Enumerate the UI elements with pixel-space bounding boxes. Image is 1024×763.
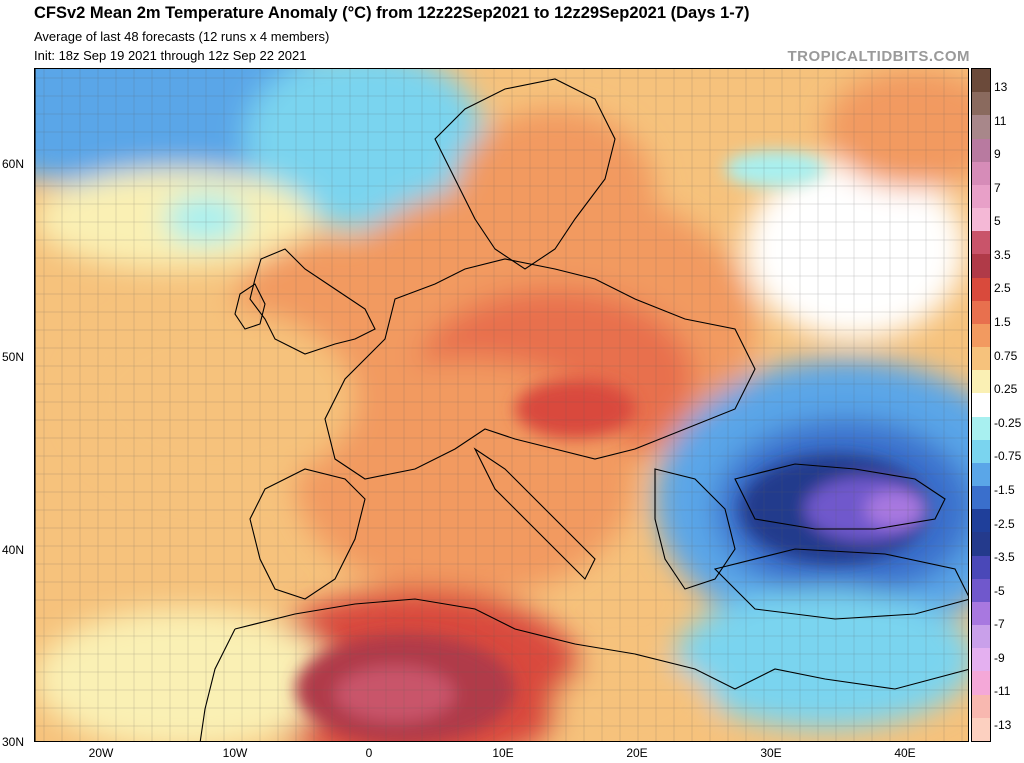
brand-watermark: TROPICALTIDBITS.COM (787, 48, 970, 65)
colorbar-label: -2.5 (994, 516, 1015, 531)
colorbar-segment (972, 486, 990, 510)
great-britain-outline (249, 248, 376, 355)
colorbar-label: -7 (994, 617, 1005, 632)
colorbar-segment (972, 277, 990, 302)
colorbar-segment (972, 370, 990, 394)
colorbar-segment (972, 648, 990, 672)
chart-title: CFSv2 Mean 2m Temperature Anomaly (°C) f… (34, 4, 750, 22)
north-africa-coast (234, 598, 968, 690)
colorbar-segment (972, 625, 990, 649)
colorbar-segment (972, 555, 990, 580)
colorbar-label: 2.5 (994, 281, 1011, 296)
anomaly-field (35, 69, 968, 741)
colorbar-label: -1.5 (994, 482, 1015, 497)
colorbar-segment (972, 509, 990, 533)
colorbar-label: 0.75 (994, 348, 1018, 363)
colorbar-label: 13 (994, 80, 1008, 94)
subtitle-init: Init: 18z Sep 19 2021 through 12z Sep 22… (34, 48, 307, 63)
lat-label-40n: 40N (2, 543, 25, 557)
colorbar-label: 5 (994, 214, 1001, 229)
anomaly-map (34, 68, 969, 742)
colorbar-segment (972, 208, 990, 232)
colorbar-label: 11 (994, 113, 1007, 128)
colorbar-segment (972, 254, 990, 279)
subtitle-forecasts: Average of last 48 forecasts (12 runs x … (34, 29, 330, 44)
colorbar-segment (972, 601, 990, 626)
colorbar-label: -3.5 (994, 550, 1015, 565)
colorbar-label: -0.25 (994, 415, 1022, 430)
colorbar-segment (972, 694, 990, 719)
colorbar-segment (972, 138, 990, 163)
colorbar-segment (972, 92, 990, 116)
colorbar-label: -9 (994, 650, 1005, 665)
central-europe-coast (324, 258, 756, 480)
colorbar-segment (972, 161, 990, 186)
black-sea-outline (734, 463, 946, 530)
colorbar-label: -5 (994, 583, 1005, 598)
lon-label-40e: 40E (894, 746, 916, 760)
colorbar-segment (972, 231, 990, 255)
italy-outline (473, 447, 596, 580)
colorbar-segment (972, 347, 990, 371)
lon-label-20e: 20E (626, 746, 648, 760)
lat-label-50n: 50N (2, 350, 25, 364)
coastlines (35, 69, 968, 741)
colorbar (971, 68, 991, 742)
morocco-coast (199, 628, 236, 741)
ireland-outline (234, 283, 266, 330)
lon-label-10w: 10W (222, 746, 248, 760)
colorbar-segment (972, 671, 990, 696)
colorbar-segment (972, 69, 990, 93)
lon-label-20w: 20W (88, 746, 114, 760)
lon-label-0: 0 (365, 746, 373, 760)
colorbar-segment (972, 416, 990, 441)
graticule-borders (35, 69, 968, 741)
colorbar-segment (972, 462, 990, 487)
lon-label-10e: 10E (492, 746, 514, 760)
colorbar-label: -0.75 (994, 449, 1022, 464)
lat-label-30n: 30N (2, 735, 25, 749)
colorbar-label: 7 (994, 180, 1001, 195)
colorbar-segment (972, 300, 990, 325)
colorbar-segment (972, 393, 990, 418)
anatolia-outline (713, 548, 968, 620)
colorbar-label: -13 (994, 718, 1012, 732)
lon-label-30e: 30E (760, 746, 782, 760)
colorbar-segment (972, 578, 990, 603)
colorbar-segment (972, 717, 990, 742)
iberia-outline (249, 468, 366, 600)
colorbar-segment (972, 323, 990, 348)
colorbar-segment (972, 532, 990, 557)
colorbar-segment (972, 439, 990, 464)
colorbar-segment (972, 115, 990, 140)
lat-label-60n: 60N (2, 157, 25, 171)
colorbar-label: 9 (994, 147, 1001, 162)
colorbar-label: -11 (994, 684, 1011, 699)
colorbar-label: 0.25 (994, 382, 1018, 397)
scandinavia-outline (434, 78, 616, 270)
colorbar-label: 1.5 (994, 315, 1011, 330)
colorbar-label: 3.5 (994, 247, 1011, 262)
colorbar-segment (972, 184, 990, 209)
balkans-outline (654, 468, 736, 590)
